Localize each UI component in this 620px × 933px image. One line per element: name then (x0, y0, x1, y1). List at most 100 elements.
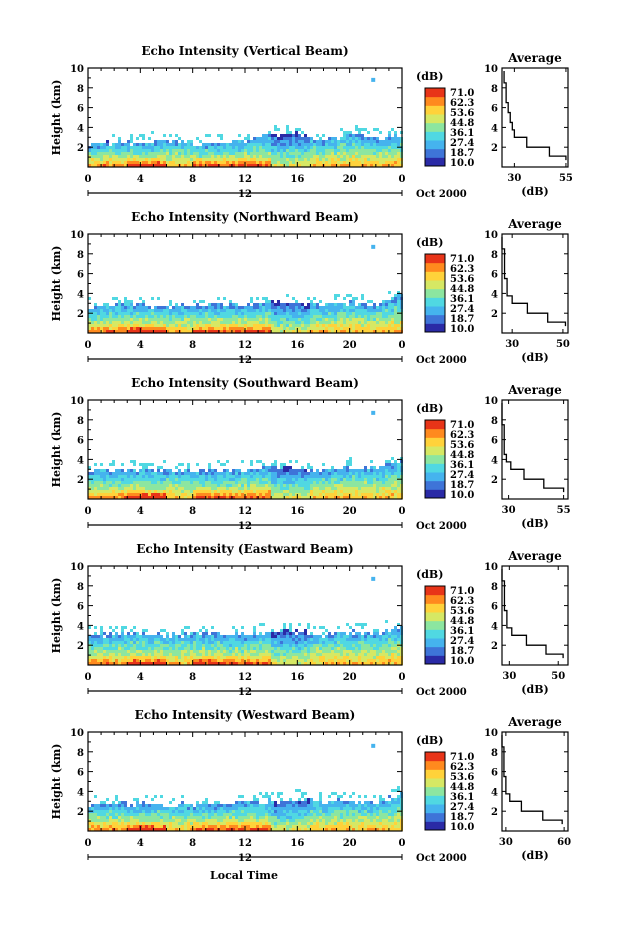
heatmap-cell (283, 155, 286, 158)
heatmap-cell (337, 650, 340, 653)
heatmap-cell (379, 635, 382, 638)
heatmap-cell (331, 472, 334, 475)
heatmap-cell (220, 656, 223, 659)
heatmap-cell (148, 484, 151, 487)
heatmap-cell (196, 641, 199, 644)
heatmap-cell (124, 656, 127, 659)
heatmap-cell (190, 484, 193, 487)
heatmap-cell (91, 493, 94, 496)
heatmap-cell (211, 143, 214, 146)
heatmap-cell (295, 140, 298, 143)
heatmap-cell (127, 478, 130, 481)
heatmap-cell (103, 653, 106, 656)
heatmap-cell (388, 472, 391, 475)
heatmap-cell (349, 478, 352, 481)
heatmap-cell (124, 297, 127, 300)
heatmap-cell (268, 644, 271, 647)
heatmap-cell (115, 647, 118, 650)
heatmap-cell (343, 647, 346, 650)
heatmap-cell (259, 490, 262, 493)
colorbar-swatch (425, 105, 445, 114)
heatmap-cell (385, 493, 388, 496)
y-tick-label: 8 (77, 250, 84, 261)
heatmap-cell (301, 303, 304, 306)
date-label: Oct 2000 (416, 189, 467, 200)
heatmap-cell (103, 309, 106, 312)
heatmap-cell (130, 647, 133, 650)
heatmap-cell (241, 309, 244, 312)
heatmap-cell (163, 146, 166, 149)
heatmap-cell (274, 128, 277, 131)
heatmap-cell (364, 309, 367, 312)
heatmap-cell (331, 146, 334, 149)
average-y-tick-label: 6 (491, 436, 498, 447)
heatmap-cell (292, 478, 295, 481)
heatmap-cell (298, 487, 301, 490)
heatmap-cell (361, 478, 364, 481)
heatmap-cell (277, 638, 280, 641)
heatmap-cell (361, 143, 364, 146)
heatmap-cell (130, 327, 133, 330)
heatmap-cell (235, 469, 238, 472)
heatmap-cell (127, 315, 130, 318)
heatmap-cell (202, 635, 205, 638)
heatmap-cell (394, 641, 397, 644)
heatmap-cell (154, 490, 157, 493)
heatmap-cell (100, 318, 103, 321)
heatmap-cell (241, 158, 244, 161)
heatmap-cell (103, 152, 106, 155)
heatmap-cell (175, 318, 178, 321)
heatmap-cell (127, 490, 130, 493)
heatmap-cell (151, 321, 154, 324)
heatmap-cell (322, 306, 325, 309)
heatmap-cell (394, 137, 397, 140)
heatmap-cell (106, 644, 109, 647)
heatmap-cell (238, 478, 241, 481)
heatmap-cell (247, 653, 250, 656)
chart-panel: Echo Intensity (Westward Beam)246810Heig… (50, 708, 571, 864)
heatmap-cell (250, 487, 253, 490)
heatmap-cell (268, 137, 271, 140)
heatmap-cell (265, 318, 268, 321)
heatmap-cell (358, 493, 361, 496)
heatmap-cell (235, 309, 238, 312)
heatmap-cell (277, 318, 280, 321)
heatmap-cell (292, 155, 295, 158)
heatmap-cell (142, 300, 145, 303)
heatmap-cell (151, 309, 154, 312)
heatmap-cell (301, 324, 304, 327)
heatmap-cell (190, 306, 193, 309)
heatmap-cell (253, 152, 256, 155)
heatmap-cell (139, 149, 142, 152)
heatmap-cell (331, 641, 334, 644)
heatmap-cell (250, 155, 253, 158)
colorbar-swatch (425, 595, 445, 604)
heatmap-cell (196, 650, 199, 653)
heatmap-cell (160, 155, 163, 158)
heatmap-cell (286, 321, 289, 324)
heatmap-cell (394, 626, 397, 629)
heatmap-cell (310, 300, 313, 303)
heatmap-cell (97, 327, 100, 330)
heatmap-cell (316, 478, 319, 481)
heatmap-cell (199, 306, 202, 309)
heatmap-cell (268, 638, 271, 641)
heatmap-cell (292, 481, 295, 484)
heatmap-cell (295, 460, 298, 463)
heatmap-cell (382, 472, 385, 475)
heatmap-cell (187, 318, 190, 321)
average-y-tick-label: 4 (491, 455, 498, 466)
heatmap-cell (271, 484, 274, 487)
average-y-tick-label: 6 (491, 104, 498, 115)
heatmap-cell (376, 161, 379, 164)
heatmap-cell (184, 158, 187, 161)
heatmap-cell (163, 653, 166, 656)
heatmap-cell (109, 490, 112, 493)
heatmap-cell (163, 629, 166, 632)
average-x-tick-label: 50 (556, 339, 570, 350)
heatmap-cell (103, 306, 106, 309)
heatmap-cell (157, 484, 160, 487)
heatmap-cell (196, 632, 199, 635)
heatmap-cell (277, 140, 280, 143)
